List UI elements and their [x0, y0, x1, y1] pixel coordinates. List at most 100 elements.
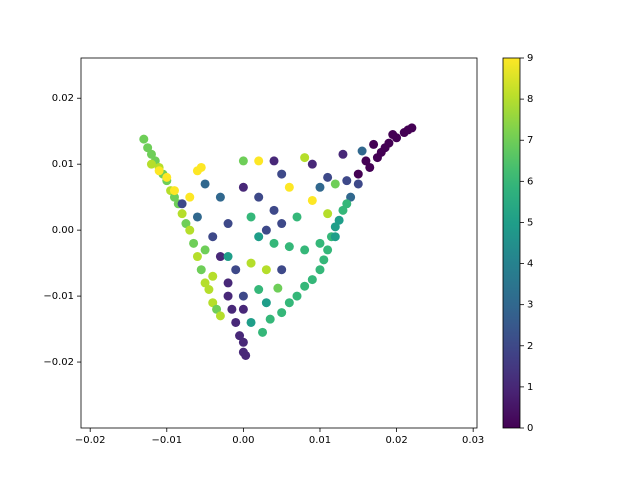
point [231, 317, 241, 327]
point [212, 304, 222, 314]
point [300, 153, 310, 163]
point [241, 350, 251, 360]
point [338, 149, 348, 159]
point [273, 283, 283, 293]
point [357, 146, 367, 156]
point [223, 278, 233, 288]
point [334, 215, 344, 225]
point [330, 179, 340, 189]
point [238, 291, 248, 301]
point [215, 311, 225, 321]
point [254, 156, 264, 166]
point [238, 156, 248, 166]
point [277, 265, 287, 275]
colorbar-tick-label: 2 [527, 341, 533, 352]
point [177, 209, 187, 219]
point [369, 139, 379, 149]
point [353, 179, 363, 189]
plot-frame [80, 57, 478, 429]
point [177, 199, 187, 209]
point [238, 304, 248, 314]
point [246, 258, 256, 268]
colorbar-tick-label: 6 [527, 176, 533, 187]
point [169, 192, 179, 202]
colorbar-tick-label: 9 [527, 53, 533, 64]
point [189, 238, 199, 248]
point [292, 212, 302, 222]
point [330, 222, 340, 232]
point [284, 298, 294, 308]
x-tick-label: −0.02 [75, 435, 106, 446]
colorbar-tick-label: 5 [527, 217, 533, 228]
point [192, 212, 202, 222]
colorbar [502, 57, 521, 429]
point [223, 219, 233, 229]
point [315, 265, 325, 275]
point [254, 232, 264, 242]
point [292, 291, 302, 301]
point [277, 169, 287, 179]
x-tick-label: 0.03 [462, 435, 484, 446]
point [227, 304, 237, 314]
point [208, 232, 218, 242]
point [231, 265, 241, 275]
point [261, 298, 271, 308]
point [215, 192, 225, 202]
point [208, 298, 218, 308]
point [403, 125, 413, 135]
point [254, 284, 264, 294]
point [204, 284, 214, 294]
point [261, 265, 271, 275]
point [200, 278, 210, 288]
point [258, 327, 268, 337]
point [269, 205, 279, 215]
point [361, 156, 371, 166]
point [162, 172, 172, 182]
point [342, 199, 352, 209]
point [307, 275, 317, 285]
point [208, 271, 218, 281]
point [223, 252, 233, 262]
colorbar-tick-label: 8 [527, 94, 533, 105]
colorbar-tick-label: 1 [527, 382, 533, 393]
point [342, 176, 352, 186]
colorbar-tick-label: 4 [527, 259, 533, 270]
point [200, 179, 210, 189]
point [323, 172, 333, 182]
point [265, 314, 275, 324]
point [254, 192, 264, 202]
point [277, 308, 287, 318]
point [307, 159, 317, 169]
y-tick-label: −0.02 [43, 357, 74, 368]
point [284, 182, 294, 192]
colorbar-tick-label: 3 [527, 300, 533, 311]
point [169, 186, 179, 196]
point [346, 192, 356, 202]
point [323, 245, 333, 255]
point [246, 212, 256, 222]
y-tick-label: 0.00 [52, 225, 74, 236]
point [196, 265, 206, 275]
point [388, 130, 398, 140]
point [235, 331, 245, 341]
point [319, 255, 329, 265]
point [139, 134, 149, 144]
point [315, 182, 325, 192]
point [372, 153, 382, 163]
point [300, 245, 310, 255]
point [192, 252, 202, 262]
point [238, 182, 248, 192]
y-tick-label: 0.02 [52, 93, 74, 104]
point [277, 219, 287, 229]
point [181, 219, 191, 229]
point [154, 166, 164, 176]
point [330, 232, 340, 242]
point [365, 162, 375, 172]
point [246, 317, 256, 327]
point [185, 192, 195, 202]
y-tick-label: −0.01 [43, 291, 74, 302]
point [323, 209, 333, 219]
x-tick-label: −0.01 [151, 435, 182, 446]
x-tick-label: 0.00 [232, 435, 254, 446]
